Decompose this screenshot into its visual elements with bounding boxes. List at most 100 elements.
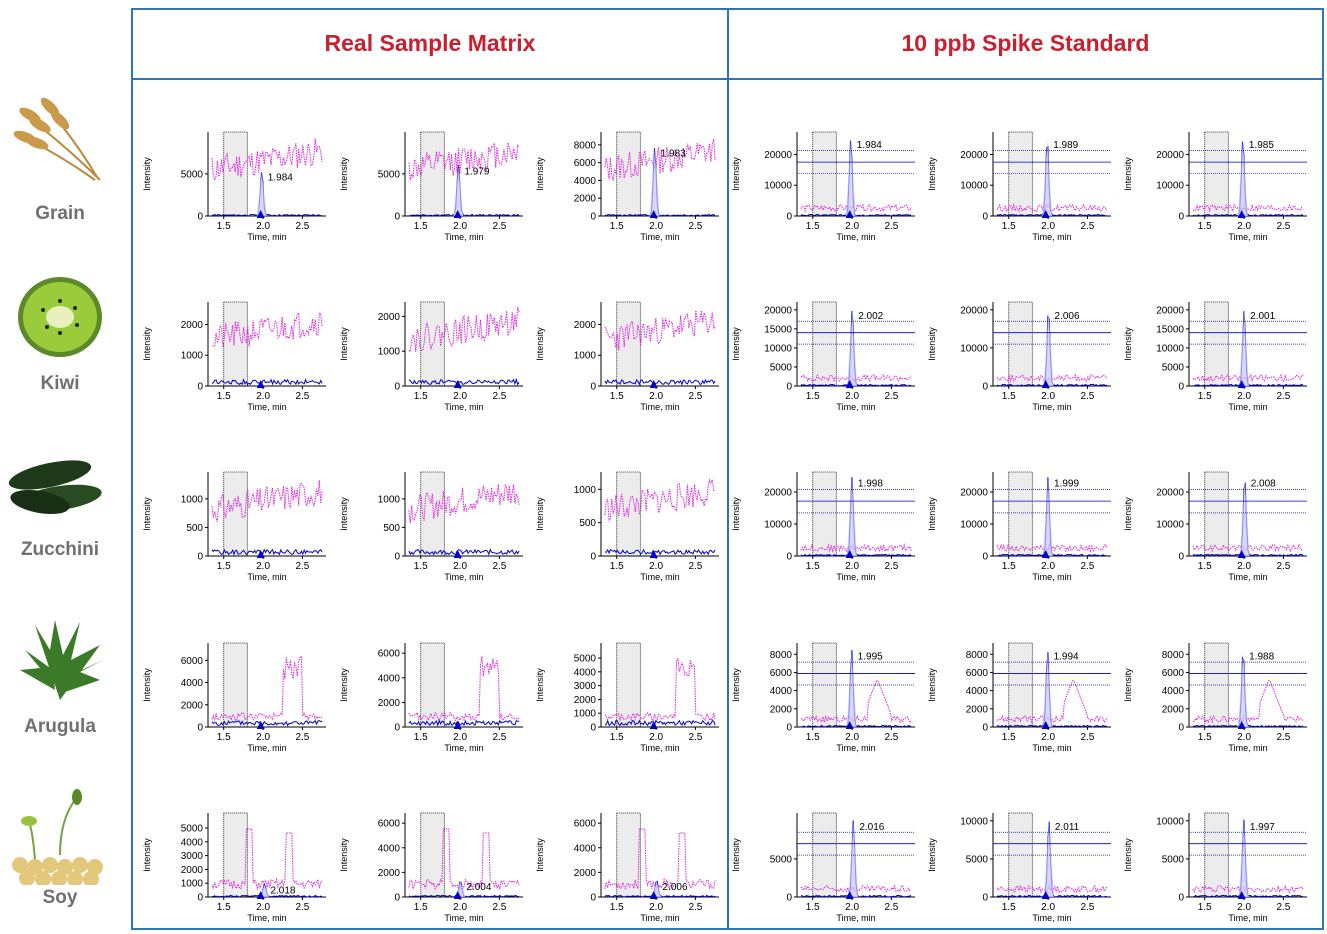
x-tick-label: 2.5	[492, 732, 506, 743]
x-axis-label: Time, min	[1032, 402, 1071, 412]
y-axis-label: Intensity	[142, 668, 152, 702]
rt-marker	[453, 380, 462, 388]
peak-area	[1238, 650, 1249, 727]
x-tick-label: 2.0	[1237, 391, 1251, 402]
x-tick-label: 2.0	[845, 732, 859, 743]
y-tick-label: 6000	[1162, 668, 1185, 679]
x-tick-label: 2.5	[688, 732, 702, 743]
y-tick-label: 20000	[1156, 150, 1184, 161]
matrix-trace	[604, 310, 716, 351]
x-tick-label: 2.5	[295, 561, 309, 572]
y-tick-label: 8000	[1162, 650, 1185, 661]
x-tick-label: 2.0	[845, 561, 859, 572]
y-tick-label: 2000	[378, 698, 401, 709]
rt-marker	[845, 721, 854, 729]
chromatogram-panel: 0 5000 10000 15000 20000 1.5 2.0 2.5 Time, min In…	[1123, 301, 1307, 412]
y-tick-label: 0	[394, 382, 400, 393]
chromatogram-panel: 0 5000 10000 1.5 2.0 2.5 Time, min Intensity 2.0…	[927, 812, 1111, 923]
y-tick-label: 500	[383, 523, 400, 534]
y-tick-label: 0	[394, 893, 400, 904]
matrix-trace	[604, 657, 716, 722]
peak-rt-label: 1.994	[1054, 652, 1079, 663]
x-tick-label: 1.5	[610, 732, 624, 743]
y-tick-label: 6000	[574, 158, 597, 169]
matrix-trace	[408, 306, 520, 353]
x-tick-label: 2.0	[1237, 561, 1251, 572]
x-tick-label: 1.5	[1198, 221, 1212, 232]
peak-area	[846, 650, 857, 727]
analyte-trace	[211, 378, 323, 386]
rt-marker	[845, 380, 854, 388]
x-axis-label: Time, min	[640, 913, 679, 923]
integration-window	[420, 812, 445, 898]
peak-area	[848, 820, 859, 897]
chromatogram-panel: 0 5000 10000 15000 20000 1.5 2.0 2.5 Time, min In…	[731, 301, 915, 412]
matrix-trace	[211, 828, 323, 891]
rt-marker	[453, 210, 462, 218]
chromatogram-panel: 0 2000 4000 6000 1.5 2.0 2.5 Time, min Intensity	[142, 642, 326, 753]
y-axis-label: Intensity	[1123, 668, 1133, 702]
x-tick-label: 1.5	[610, 902, 624, 913]
x-tick-label: 1.5	[414, 732, 428, 743]
y-tick-label: 10000	[960, 520, 988, 531]
y-axis-label: Intensity	[927, 497, 937, 531]
rt-marker	[1041, 891, 1050, 899]
x-tick-label: 2.5	[688, 221, 702, 232]
chromatogram-panel: 0 10000 20000 1.5 2.0 2.5 Time, min Intensity 2.…	[927, 301, 1111, 412]
matrix-trace	[211, 311, 323, 348]
analyte-trace	[211, 172, 323, 217]
y-axis-label: Intensity	[535, 497, 545, 531]
x-tick-label: 2.5	[884, 221, 898, 232]
rt-marker	[845, 891, 854, 899]
y-tick-label: 5000	[181, 169, 204, 180]
y-tick-label: 1000	[181, 494, 204, 505]
peak-area	[1238, 820, 1249, 897]
y-tick-label: 0	[394, 552, 400, 563]
integration-window	[812, 131, 837, 217]
x-axis-label: Time, min	[836, 913, 875, 923]
y-tick-label: 5000	[378, 169, 401, 180]
peak-area	[1042, 650, 1053, 727]
peak-rt-label: 1.999	[1054, 479, 1079, 490]
integration-window	[1204, 471, 1229, 557]
peak-rt-label: 1.995	[858, 652, 883, 663]
chromatogram-panel: 0 10000 20000 1.5 2.0 2.5 Time, min Intensity 2.…	[1123, 471, 1307, 582]
y-axis-label: Intensity	[731, 327, 741, 361]
y-tick-label: 20000	[1156, 305, 1184, 316]
x-axis-label: Time, min	[1228, 402, 1267, 412]
chromatogram-panel: 0 2000 4000 6000 8000 1.5 2.0 2.5 Time, min Inten…	[535, 131, 719, 242]
y-tick-label: 10000	[764, 181, 792, 192]
analyte-trace	[408, 548, 520, 556]
peak-area	[1043, 309, 1054, 386]
x-tick-label: 2.0	[453, 391, 467, 402]
y-tick-label: 2000	[574, 320, 597, 331]
integration-window	[616, 301, 641, 387]
x-axis-label: Time, min	[640, 232, 679, 242]
y-tick-label: 0	[197, 893, 203, 904]
y-axis-label: Intensity	[731, 838, 741, 872]
row-label-grain: Grain	[35, 203, 85, 224]
chromatogram-panel: 0 2000 4000 6000 1.5 2.0 2.5 Time, min Intensity	[339, 642, 523, 753]
x-axis-label: Time, min	[836, 743, 875, 753]
rt-marker	[1237, 380, 1246, 388]
chromatogram-panel: 0 500 1000 1.5 2.0 2.5 Time, min Intensity	[535, 471, 719, 582]
integration-window	[1008, 131, 1033, 217]
x-tick-label: 1.5	[217, 732, 231, 743]
y-tick-label: 6000	[378, 649, 401, 660]
x-tick-label: 2.0	[1237, 221, 1251, 232]
matrix-trace	[408, 142, 520, 181]
integration-window	[1008, 812, 1033, 898]
y-axis-label: Intensity	[339, 838, 349, 872]
rt-marker	[1237, 891, 1246, 899]
rt-marker	[845, 210, 854, 218]
y-tick-label: 5000	[966, 854, 989, 865]
x-tick-label: 1.5	[1198, 732, 1212, 743]
peak-rt-label: 1.985	[1249, 140, 1274, 151]
peak-area	[649, 147, 660, 216]
y-axis-label: Intensity	[927, 157, 937, 191]
y-tick-label: 0	[197, 212, 203, 223]
analyte-trace	[211, 548, 323, 556]
y-tick-label: 6000	[966, 668, 989, 679]
y-axis-label: Intensity	[535, 157, 545, 191]
x-tick-label: 2.0	[649, 902, 663, 913]
